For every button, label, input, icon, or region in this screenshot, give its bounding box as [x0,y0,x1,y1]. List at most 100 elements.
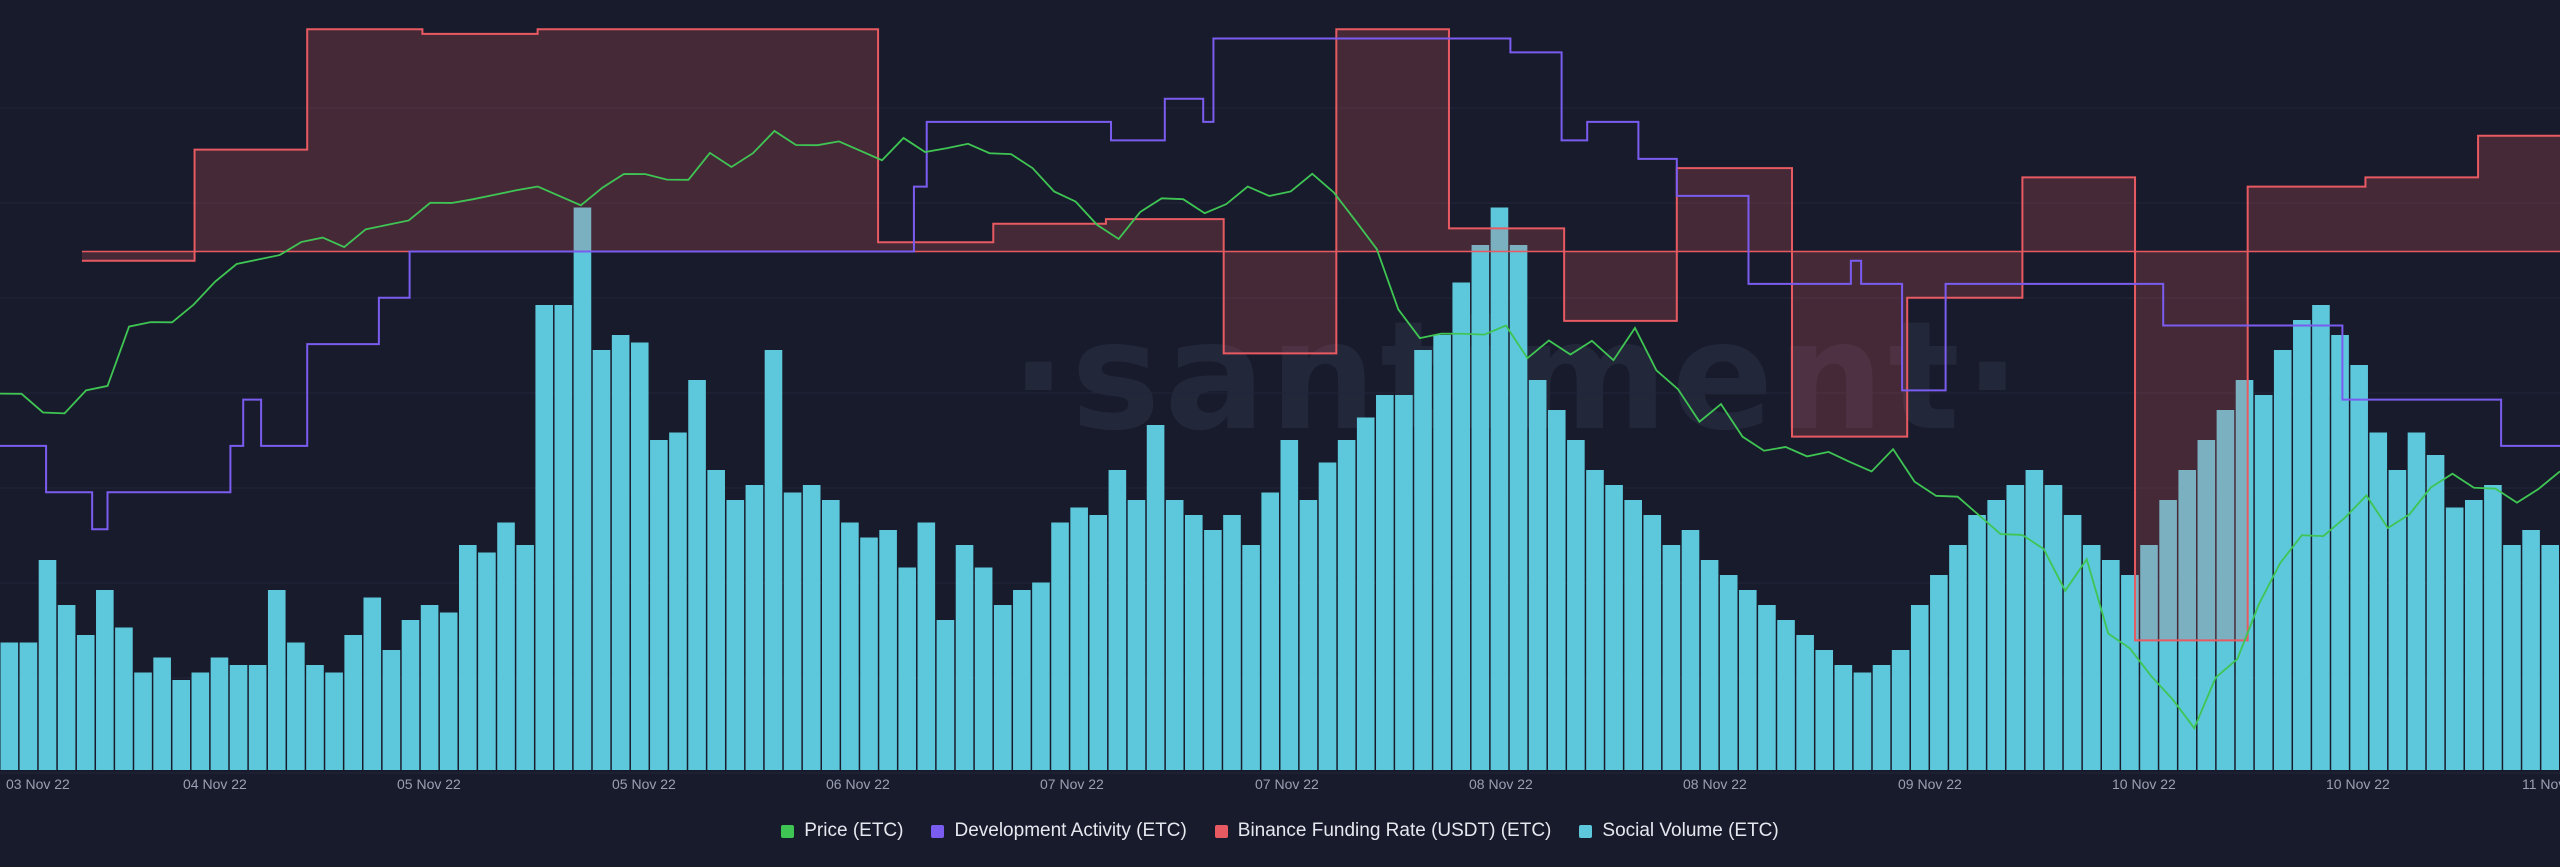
social-volume-bar [287,642,305,770]
social-volume-bar [1089,515,1108,770]
price-series [0,129,2560,730]
social-volume-bar [2293,320,2311,770]
x-tick-label: 08 Nov 22 [1469,776,1533,792]
social-volume-bar [134,672,152,770]
social-volume-bar [573,207,592,770]
social-volume-bar [267,590,286,770]
social-volume-bar [19,642,38,770]
social-volume-bar [592,350,611,770]
legend-swatch [781,824,795,838]
social-volume-bar [1853,672,1872,770]
social-volume-bar [2522,530,2540,770]
legend-item[interactable]: Development Activity (ETC) [931,820,1187,842]
legend-swatch [931,824,945,838]
social-volume-bar [726,500,745,770]
social-volume-bar [2426,455,2445,770]
social-volume-bar [1567,440,1585,770]
social-volume-bar [1146,425,1165,770]
social-volume-bar [191,672,210,770]
legend-item[interactable]: Social Volume (ETC) [1579,820,1779,842]
social-volume-bar [2082,545,2101,770]
social-volume-bar [1834,665,1853,770]
social-volume-bar [1204,530,1222,770]
x-tick-label: 05 Nov 22 [612,776,676,792]
social-volume-bar [2178,470,2197,770]
social-volume-bar [2388,470,2407,770]
social-volume-bar [115,627,133,770]
legend-label: Price (ETC) [804,820,904,841]
social-volume-bar [841,522,859,770]
legend-label: Development Activity (ETC) [954,820,1187,841]
x-tick-label: 07 Nov 22 [1040,776,1104,792]
chart-legend: Price (ETC) Development Activity (ETC) Bin… [0,820,2560,842]
development-activity-series [0,37,2560,531]
social-volume-bar [1452,282,1471,770]
legend-item[interactable]: Binance Funding Rate (USDT) (ETC) [1214,820,1551,842]
social-volume-bar [229,665,248,770]
social-volume-bar [1032,582,1050,770]
x-tick-label: 06 Nov 22 [826,776,890,792]
social-volume-bar [325,672,343,770]
social-volume-bar [1872,665,1891,770]
development-activity-line [0,37,2560,531]
social-volume-bar [153,657,171,770]
social-volume-bar [821,500,840,770]
social-volume-bar [955,545,974,770]
social-volume-bar [879,530,897,770]
social-volume-bar [1643,515,1662,770]
social-volume-bar [936,620,955,770]
social-volume-bar [783,492,802,770]
social-volume-bar [611,335,630,770]
social-volume-bar [1719,575,1738,770]
social-volume-bar [1376,395,1394,770]
social-volume-bar [1433,335,1451,770]
social-volume-bar [707,470,725,770]
social-volume-bar [860,537,878,770]
social-volume-bar [2140,545,2158,770]
social-volume-bar [2407,432,2426,770]
social-volume-bar [401,620,420,770]
social-volume-bar [1184,515,1203,770]
social-volume-bar [898,567,917,770]
social-volume-bar [1528,380,1547,770]
social-volume-bar [1013,590,1031,770]
social-volume-bar [248,665,267,770]
price-line [0,129,2560,730]
social-volume-bar [669,432,687,770]
social-volume-bar [382,650,401,770]
social-volume-bar [802,485,821,770]
social-volume-bar [974,567,993,770]
social-volume-bar [1471,245,1490,770]
social-volume-bar [630,342,649,770]
social-volume-bar [1490,207,1509,770]
legend-label: Social Volume (ETC) [1602,820,1779,841]
social-volume-bar [210,657,229,770]
social-volume-bar [478,552,496,770]
social-volume-bar [1414,350,1432,770]
social-volume-bar [344,635,362,770]
social-volume-bar [1987,500,2005,770]
social-volume-bar [1108,470,1127,770]
funding-rate-line [81,28,2560,642]
social-volume-bar [1127,500,1146,770]
social-volume-bar [2159,500,2177,770]
social-volume-bar [2445,507,2464,770]
social-volume-bar [745,485,764,770]
social-volume-bar [1739,590,1757,770]
social-volume-bar [1547,410,1566,770]
social-volume-bar [2503,545,2521,770]
social-volume-bar [516,545,534,770]
social-volume-bar [1223,515,1241,770]
social-volume-bar [1891,650,1910,770]
social-volume-bar [1949,545,1967,770]
social-volume-bar [1968,515,1986,770]
legend-item[interactable]: Price (ETC) [781,820,903,842]
x-tick-label: 09 Nov 22 [1898,776,1962,792]
x-tick-label: 07 Nov 22 [1255,776,1319,792]
social-volume-bar [1910,605,1929,770]
social-volume-bar [2484,485,2502,770]
social-volume-bar [1070,507,1088,770]
social-volume-bar [1758,605,1776,770]
social-volume-bar [917,522,936,770]
